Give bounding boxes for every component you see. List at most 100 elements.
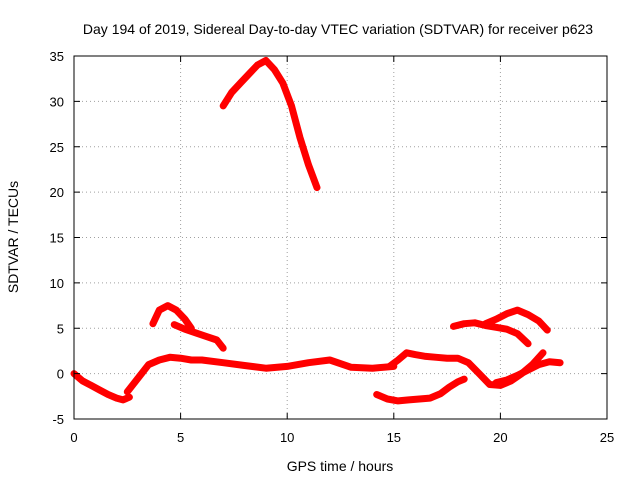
y-tick-label: 20: [50, 185, 64, 200]
data-point: [214, 337, 220, 343]
data-point: [461, 321, 467, 327]
x-tick-label: 0: [70, 430, 77, 445]
y-tick-label: 0: [57, 367, 64, 382]
data-point: [455, 355, 461, 361]
data-point: [229, 89, 235, 95]
data-point: [88, 382, 94, 388]
series-line-arc-6: [373, 375, 468, 405]
data-point: [80, 378, 85, 384]
data-point: [444, 355, 450, 361]
data-point: [297, 135, 303, 141]
x-tick-label: 20: [493, 430, 507, 445]
grid-layer: [74, 56, 607, 419]
data-point: [374, 392, 380, 397]
data-point: [280, 80, 286, 86]
data-point: [237, 80, 243, 86]
data-point: [327, 357, 333, 363]
data-point: [156, 307, 162, 313]
data-point: [544, 327, 550, 333]
data-point: [182, 326, 188, 332]
data-point: [416, 396, 422, 402]
data-point: [455, 379, 461, 385]
data-point: [314, 185, 320, 191]
data-point: [306, 360, 311, 366]
data-point: [546, 359, 552, 365]
data-point: [150, 321, 156, 327]
data-point: [193, 330, 198, 336]
data-point: [387, 363, 392, 369]
data-point: [515, 372, 520, 378]
data-point: [404, 350, 410, 356]
data-point: [493, 380, 499, 386]
data-point: [165, 303, 171, 309]
data-point: [271, 67, 277, 73]
data-point: [254, 62, 260, 68]
data-point: [423, 353, 429, 359]
y-tick-label: -5: [52, 412, 64, 427]
y-tick-label: 10: [50, 276, 64, 291]
data-point: [178, 355, 184, 361]
data-point: [124, 389, 130, 395]
data-point: [199, 357, 205, 363]
data-point: [97, 387, 103, 393]
data-point: [188, 357, 194, 363]
x-tick-label: 10: [280, 430, 294, 445]
data-point: [156, 357, 162, 363]
data-point: [451, 323, 456, 329]
x-axis-label: GPS time / hours: [287, 458, 394, 474]
data-point: [476, 371, 482, 377]
data-point: [557, 360, 563, 366]
data-point: [487, 382, 493, 387]
data-point: [472, 320, 478, 326]
y-tick-label: 15: [50, 231, 64, 246]
data-point: [126, 394, 132, 400]
data-point: [203, 333, 209, 339]
data-point: [446, 384, 452, 390]
y-tick-label: 5: [57, 321, 64, 336]
data-point: [493, 324, 499, 330]
data-point: [461, 376, 467, 382]
data-point: [220, 103, 226, 109]
data-point: [246, 71, 252, 77]
data-point: [515, 331, 520, 337]
data-point: [220, 345, 226, 351]
data-point: [370, 365, 375, 371]
data-point: [438, 391, 444, 397]
data-point: [540, 350, 546, 356]
series-line-arc-2: [123, 353, 398, 396]
data-point: [348, 364, 354, 370]
data-point: [525, 367, 531, 373]
series-line-arc-1: [70, 370, 133, 404]
data-point: [427, 395, 433, 401]
x-tick-label: 5: [177, 430, 184, 445]
data-point: [171, 322, 177, 328]
data-point: [289, 103, 294, 109]
data-point: [525, 312, 531, 318]
data-point: [306, 162, 311, 168]
data-point: [406, 397, 412, 403]
tick-layer: 0 5 10 15 20 25 -5 0 5 10 15 20 25 30 35: [50, 49, 615, 445]
data-point: [242, 363, 248, 368]
chart-title: Day 194 of 2019, Sidereal Day-to-day VTE…: [83, 21, 593, 37]
data-point: [483, 321, 488, 327]
data-point: [173, 307, 179, 313]
y-tick-label: 25: [50, 140, 64, 155]
series-layer: [70, 57, 564, 405]
x-tick-label: 25: [600, 430, 614, 445]
data-point: [114, 395, 120, 401]
data-point: [105, 392, 111, 397]
x-tick-label: 15: [387, 430, 401, 445]
data-point: [395, 398, 401, 404]
data-point: [493, 316, 499, 322]
data-point: [412, 352, 418, 358]
data-point: [263, 365, 269, 371]
y-axis-label: SDTVAR / TECUs: [5, 181, 21, 293]
data-point: [504, 326, 510, 332]
data-point: [525, 341, 531, 347]
series-line-arc-5: [219, 57, 321, 192]
data-point: [536, 318, 542, 324]
data-point: [263, 58, 269, 63]
data-point: [182, 316, 188, 322]
y-tick-label: 35: [50, 49, 64, 64]
